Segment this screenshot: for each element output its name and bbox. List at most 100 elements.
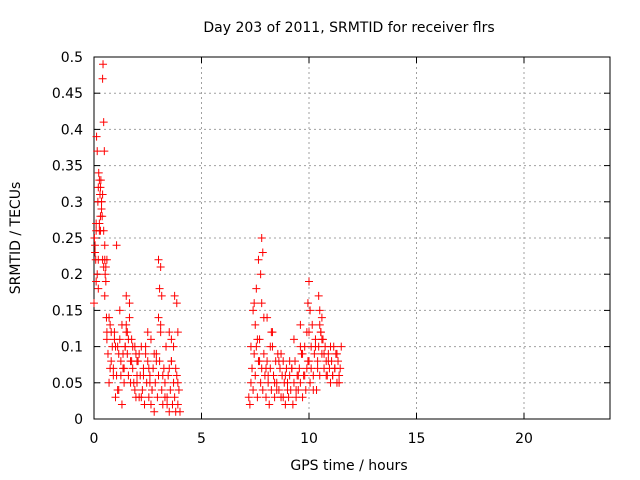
data-point	[95, 176, 104, 185]
data-point	[330, 364, 339, 373]
data-point	[254, 255, 263, 264]
data-point	[156, 320, 165, 329]
data-series	[90, 60, 346, 416]
data-point	[274, 357, 283, 366]
data-point	[173, 378, 182, 387]
data-point	[270, 378, 279, 387]
data-point	[116, 371, 125, 380]
data-point	[105, 313, 114, 322]
data-point	[107, 328, 116, 337]
data-point	[326, 342, 335, 351]
data-point	[300, 371, 309, 380]
data-point	[120, 364, 129, 373]
data-point	[245, 400, 254, 409]
x-tick-label: 20	[515, 431, 533, 447]
y-tick-label: 0.35	[52, 159, 83, 175]
data-point	[116, 357, 125, 366]
data-point	[266, 342, 275, 351]
data-point	[105, 378, 114, 387]
data-point	[99, 262, 108, 271]
data-point	[122, 291, 131, 300]
data-point	[281, 400, 290, 409]
data-point	[170, 393, 179, 402]
y-tick-label: 0	[74, 412, 83, 428]
data-point	[253, 393, 262, 402]
data-point	[94, 168, 103, 177]
data-point	[125, 299, 134, 308]
data-point	[258, 248, 267, 257]
data-point	[99, 118, 108, 127]
data-point	[335, 378, 344, 387]
data-point	[296, 378, 305, 387]
data-point	[112, 241, 121, 250]
data-point	[100, 291, 109, 300]
data-point	[272, 386, 281, 395]
y-tick-label: 0.2	[61, 267, 83, 283]
data-point	[92, 132, 101, 141]
data-point	[263, 313, 272, 322]
data-point	[255, 357, 264, 366]
data-point	[158, 371, 167, 380]
data-point	[264, 371, 273, 380]
data-point	[115, 306, 124, 315]
data-point	[155, 284, 164, 293]
data-point	[171, 364, 180, 373]
data-point	[128, 342, 137, 351]
data-point	[91, 241, 100, 250]
data-point	[170, 291, 179, 300]
axis-ticks: 0 0.05 0.1 0.15 0.2 0.25 0.3 0.35 0.4 0.45 0.5 0 5 10…	[52, 50, 610, 447]
data-point	[296, 320, 305, 329]
data-point	[317, 313, 326, 322]
data-point	[173, 328, 182, 337]
data-point	[332, 349, 341, 358]
data-point	[102, 335, 111, 344]
data-point	[256, 378, 265, 387]
data-point	[277, 349, 286, 358]
data-point	[160, 378, 169, 387]
data-point	[316, 328, 325, 337]
data-point	[119, 349, 128, 358]
data-point	[157, 291, 166, 300]
data-point	[172, 371, 181, 380]
data-point	[301, 386, 310, 395]
data-point	[256, 270, 265, 279]
data-point	[109, 371, 118, 380]
data-point	[144, 393, 153, 402]
data-point	[306, 378, 315, 387]
data-point	[173, 400, 182, 409]
data-point	[257, 299, 266, 308]
data-point	[125, 313, 134, 322]
data-point	[152, 357, 161, 366]
data-point	[92, 277, 101, 286]
data-point	[100, 147, 109, 156]
data-point	[244, 393, 253, 402]
data-point	[150, 407, 159, 416]
data-point	[174, 386, 183, 395]
data-point	[176, 407, 184, 416]
data-point	[265, 400, 274, 409]
data-point	[305, 277, 313, 286]
data-point	[98, 190, 107, 199]
data-point	[90, 299, 98, 308]
data-point	[302, 328, 311, 337]
data-point	[96, 183, 105, 192]
y-tick-label: 0.05	[52, 376, 83, 392]
data-point	[124, 335, 133, 344]
data-point	[249, 386, 258, 395]
data-point	[162, 342, 171, 351]
data-point	[121, 342, 130, 351]
data-point	[163, 400, 172, 409]
data-point	[101, 270, 110, 279]
x-tick-label: 10	[300, 431, 318, 447]
data-point	[113, 342, 122, 351]
data-point	[93, 270, 102, 279]
data-point	[169, 342, 178, 351]
data-point	[94, 284, 103, 293]
data-point	[110, 335, 119, 344]
data-point	[303, 299, 312, 308]
data-point	[287, 364, 296, 373]
data-point	[148, 386, 157, 395]
data-point	[253, 335, 262, 344]
data-point	[298, 393, 307, 402]
